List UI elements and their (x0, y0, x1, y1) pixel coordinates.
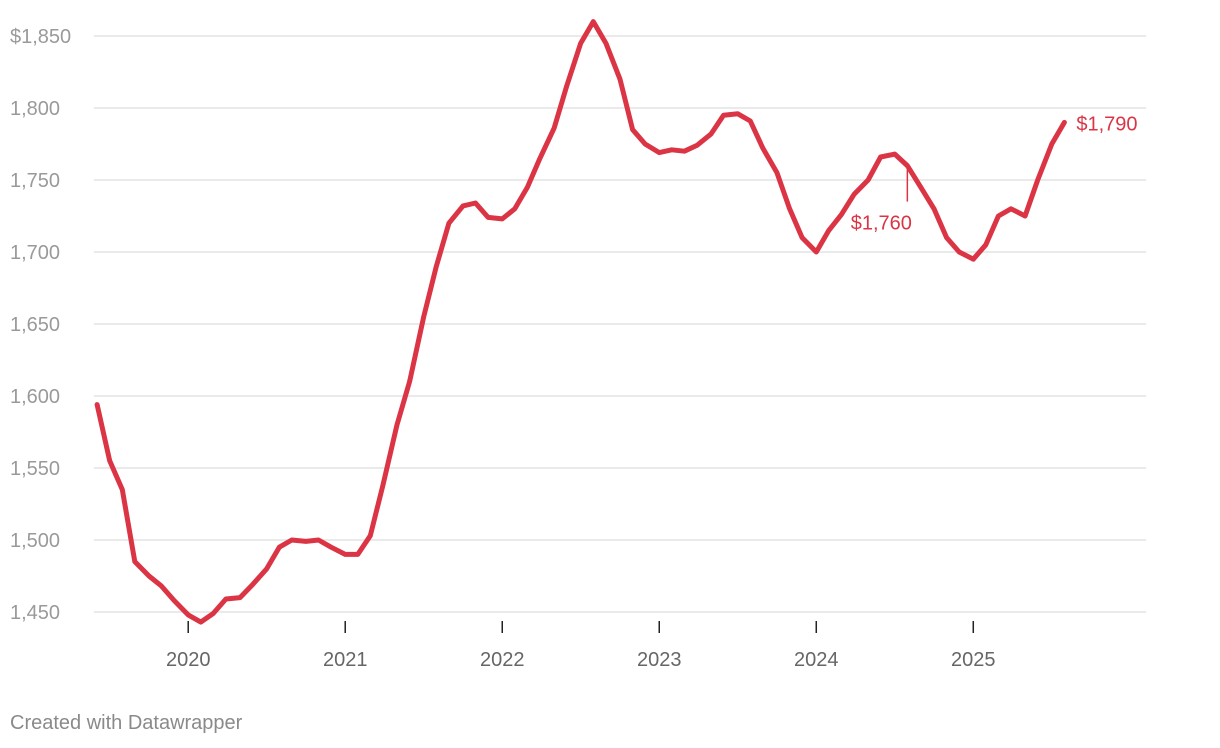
y-tick-label: 1,600 (10, 386, 60, 408)
annotation-label: $1,760 (851, 213, 912, 235)
x-axis: 2020 2021 2022 2023 2024 2025 (166, 621, 996, 671)
series-group (94, 19, 1067, 625)
annotation-label: $1,790 (1076, 113, 1137, 135)
y-tick-label: 1,650 (10, 314, 60, 336)
y-axis: 1,450 1,500 1,550 1,600 1,650 1,700 1,750 1,800… (10, 26, 71, 624)
x-tick-label: 2020 (166, 649, 211, 671)
gridlines (94, 35, 1146, 613)
x-tick-label: 2025 (951, 649, 996, 671)
x-tick-label: 2024 (794, 649, 839, 671)
y-tick-label: $1,850 (10, 26, 71, 48)
y-tick-label: 1,700 (10, 242, 60, 264)
y-tick-label: 1,800 (10, 98, 60, 120)
x-tick-label: 2023 (637, 649, 682, 671)
y-tick-label: 1,750 (10, 170, 60, 192)
annotations: $1,790 $1,760 (851, 113, 1138, 234)
y-tick-label: 1,450 (10, 602, 60, 624)
x-tick-label: 2022 (480, 649, 525, 671)
credit-text: Created with Datawrapper (10, 712, 243, 734)
y-tick-label: 1,550 (10, 458, 60, 480)
series-line (94, 19, 1067, 625)
x-tick-label: 2021 (323, 649, 368, 671)
y-tick-label: 1,500 (10, 530, 60, 552)
